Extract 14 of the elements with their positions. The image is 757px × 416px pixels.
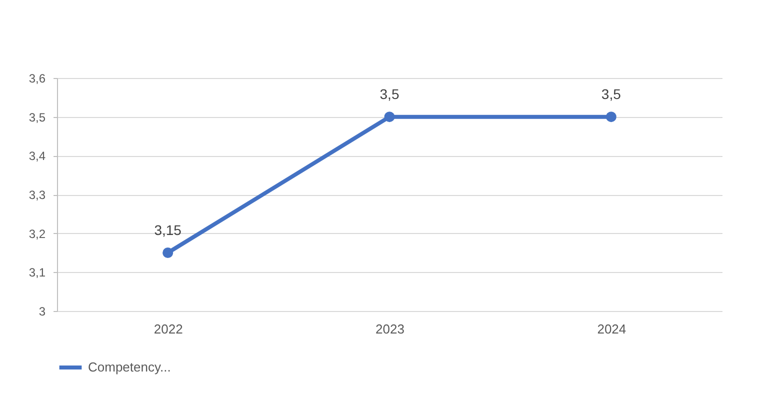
legend-label: Competency... [88, 360, 171, 374]
y-tick-label: 3,2 [28, 226, 46, 241]
y-tick-label: 3 [38, 304, 46, 318]
y-tick-label: 3,4 [28, 149, 46, 164]
x-tick-label: 2024 [597, 322, 626, 336]
data-label: 3,15 [154, 222, 182, 238]
y-tick-label: 3,1 [28, 266, 46, 280]
data-label: 3,5 [601, 86, 622, 102]
y-tick-label: 3,3 [28, 188, 46, 202]
x-tick-label: 2023 [376, 322, 404, 336]
x-tick-label: 2022 [154, 322, 183, 336]
y-tick-label: 3,5 [28, 110, 46, 124]
data-label: 3,5 [380, 86, 400, 102]
y-tick-label: 3,6 [28, 72, 46, 86]
